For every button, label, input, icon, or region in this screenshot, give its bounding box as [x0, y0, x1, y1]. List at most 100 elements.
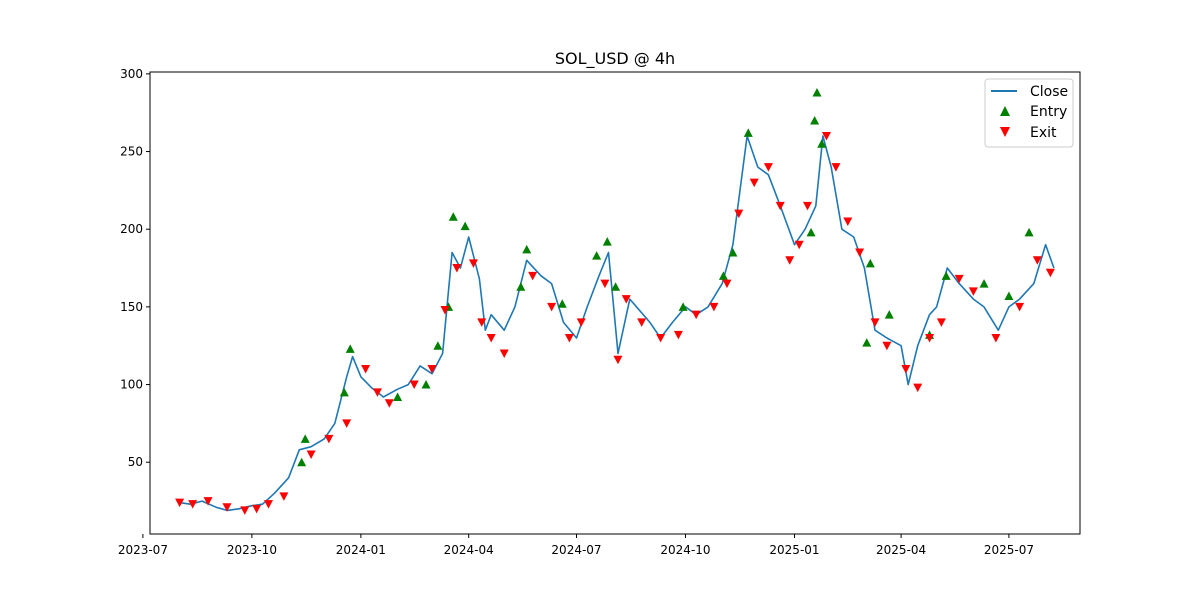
close-line [179, 135, 1055, 512]
entry-marker [297, 457, 307, 467]
exit-marker [775, 201, 785, 211]
legend-entry-swatch [1000, 106, 1010, 116]
exit-marker [576, 318, 586, 327]
y-tick-label: 100 [120, 378, 143, 392]
exit-marker [564, 333, 574, 343]
entry-marker [884, 310, 894, 319]
entry-marker [812, 88, 822, 97]
entry-marker [941, 271, 951, 280]
exit-marker [342, 419, 352, 428]
exit-marker [203, 497, 213, 506]
exit-marker [361, 365, 371, 374]
entry-marker [1004, 291, 1014, 301]
exit-marker [324, 434, 334, 444]
legend: Close Entry Exit [984, 78, 1074, 148]
entry-marker [1024, 227, 1034, 237]
exit-marker [803, 201, 813, 211]
exit-marker [637, 318, 647, 327]
y-axis: 50 100 150 200 250 300 [120, 67, 150, 469]
exit-marker [452, 264, 462, 273]
x-tick-label: 2025-07 [984, 543, 1034, 557]
exit-marker [673, 330, 683, 340]
exit-marker [175, 498, 185, 508]
entry-marker [810, 115, 820, 125]
entry-marker [979, 279, 989, 288]
exit-marker [477, 318, 487, 327]
entry-marker [460, 221, 470, 231]
x-tick-label: 2023-10 [227, 543, 277, 557]
close-series [179, 135, 1055, 512]
exit-marker [499, 349, 509, 358]
x-axis: 2023-07 2023-10 2024-01 2024-04 2024-07 2024-… [118, 534, 1034, 557]
entry-marker [421, 380, 431, 389]
exit-marker [1032, 256, 1042, 265]
exit-marker [1015, 302, 1025, 312]
exit-marker [925, 333, 935, 343]
entry-marker [602, 237, 612, 246]
y-tick-label: 150 [120, 300, 143, 314]
exit-marker [306, 450, 316, 459]
exit-marker [240, 506, 250, 515]
exit-marker [749, 178, 759, 188]
entry-marker [611, 282, 621, 291]
legend-close-label: Close [1030, 84, 1068, 100]
x-tick-label: 2024-10 [660, 543, 710, 557]
entry-marker [728, 248, 738, 257]
entry-marker [345, 344, 355, 353]
exit-marker [600, 279, 610, 289]
entry-marker [339, 387, 349, 397]
exit-marker [954, 274, 964, 284]
exit-marker [722, 279, 732, 289]
exit-marker [785, 256, 795, 265]
exit-marker [794, 240, 804, 250]
legend-exit-label: Exit [1030, 125, 1057, 141]
exit-marker [468, 259, 478, 268]
exit-marker [547, 302, 557, 312]
exit-marker [691, 310, 701, 320]
exit-marker [263, 500, 273, 509]
exit-marker [222, 503, 232, 512]
entry-marker [522, 244, 532, 254]
x-tick-label: 2025-04 [876, 543, 926, 557]
entry-marker [806, 227, 816, 237]
exit-marker [763, 163, 773, 172]
exit-marker [831, 163, 841, 172]
exit-marker [843, 217, 853, 226]
entry-marker [448, 212, 458, 221]
exit-marker [855, 248, 865, 258]
exit-marker [409, 380, 419, 390]
x-tick-label: 2024-04 [444, 543, 494, 557]
entry-marker [865, 258, 875, 268]
x-tick-label: 2023-07 [118, 543, 168, 557]
exit-marker [440, 305, 450, 315]
exit-marker [656, 333, 666, 343]
entry-marker [592, 251, 602, 260]
entry-marker [433, 341, 443, 350]
exit-marker [913, 383, 923, 393]
y-tick-label: 250 [120, 145, 143, 159]
exit-marker [372, 388, 382, 397]
exit-marker [991, 333, 1001, 343]
chart-title: SOL_USD @ 4h [555, 49, 675, 69]
y-tick-label: 200 [120, 222, 143, 236]
entry-marker [393, 392, 403, 401]
plot-frame [149, 71, 1081, 535]
x-tick-label: 2024-07 [551, 543, 601, 557]
y-tick-label: 300 [120, 67, 143, 81]
exit-marker [613, 355, 623, 365]
entry-marker [862, 338, 872, 347]
exit-marker [709, 302, 719, 312]
exit-marker [734, 209, 744, 219]
entry-marker [678, 302, 688, 311]
entry-marker [557, 299, 567, 308]
y-tick-label: 50 [128, 455, 143, 469]
exit-marker [188, 500, 198, 509]
legend-entry-label: Entry [1030, 104, 1067, 120]
exit-marker [384, 399, 394, 408]
entry-marker [516, 282, 526, 291]
entry-series [297, 88, 1034, 467]
x-tick-label: 2024-01 [336, 543, 386, 557]
exit-marker [252, 504, 262, 514]
